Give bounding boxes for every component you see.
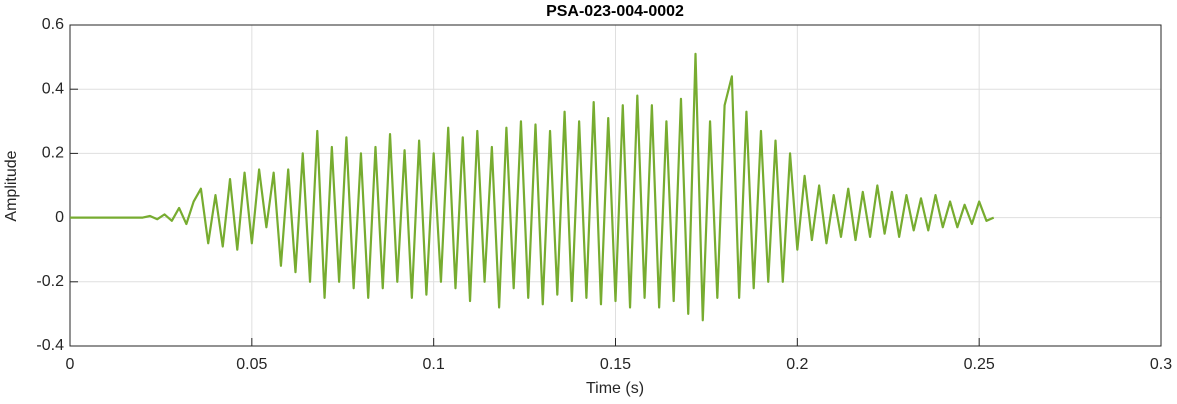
- y-tick-label: 0.6: [42, 16, 64, 33]
- x-tick-label: 0.1: [423, 356, 445, 373]
- x-tick-label: 0.15: [600, 356, 631, 373]
- x-tick-label: 0.2: [786, 356, 808, 373]
- axes-box: [69, 24, 1162, 347]
- y-tick-label: -0.2: [36, 273, 64, 290]
- y-tick-label: 0.2: [42, 145, 64, 162]
- chart-title: PSA-023-004-0002: [546, 3, 684, 20]
- y-tick-label: 0.4: [42, 80, 64, 97]
- y-tick-label: -0.4: [36, 337, 64, 354]
- x-tick-label: 0.3: [1150, 356, 1172, 373]
- x-tick-label: 0.25: [964, 356, 995, 373]
- x-tick-label: 0: [66, 356, 75, 373]
- y-axis-label: Amplitude: [3, 150, 20, 221]
- y-tick-label: 0: [55, 209, 64, 226]
- waveform-line: [70, 52, 995, 322]
- x-axis-label: Time (s): [586, 380, 644, 397]
- x-tick-label: 0.05: [236, 356, 267, 373]
